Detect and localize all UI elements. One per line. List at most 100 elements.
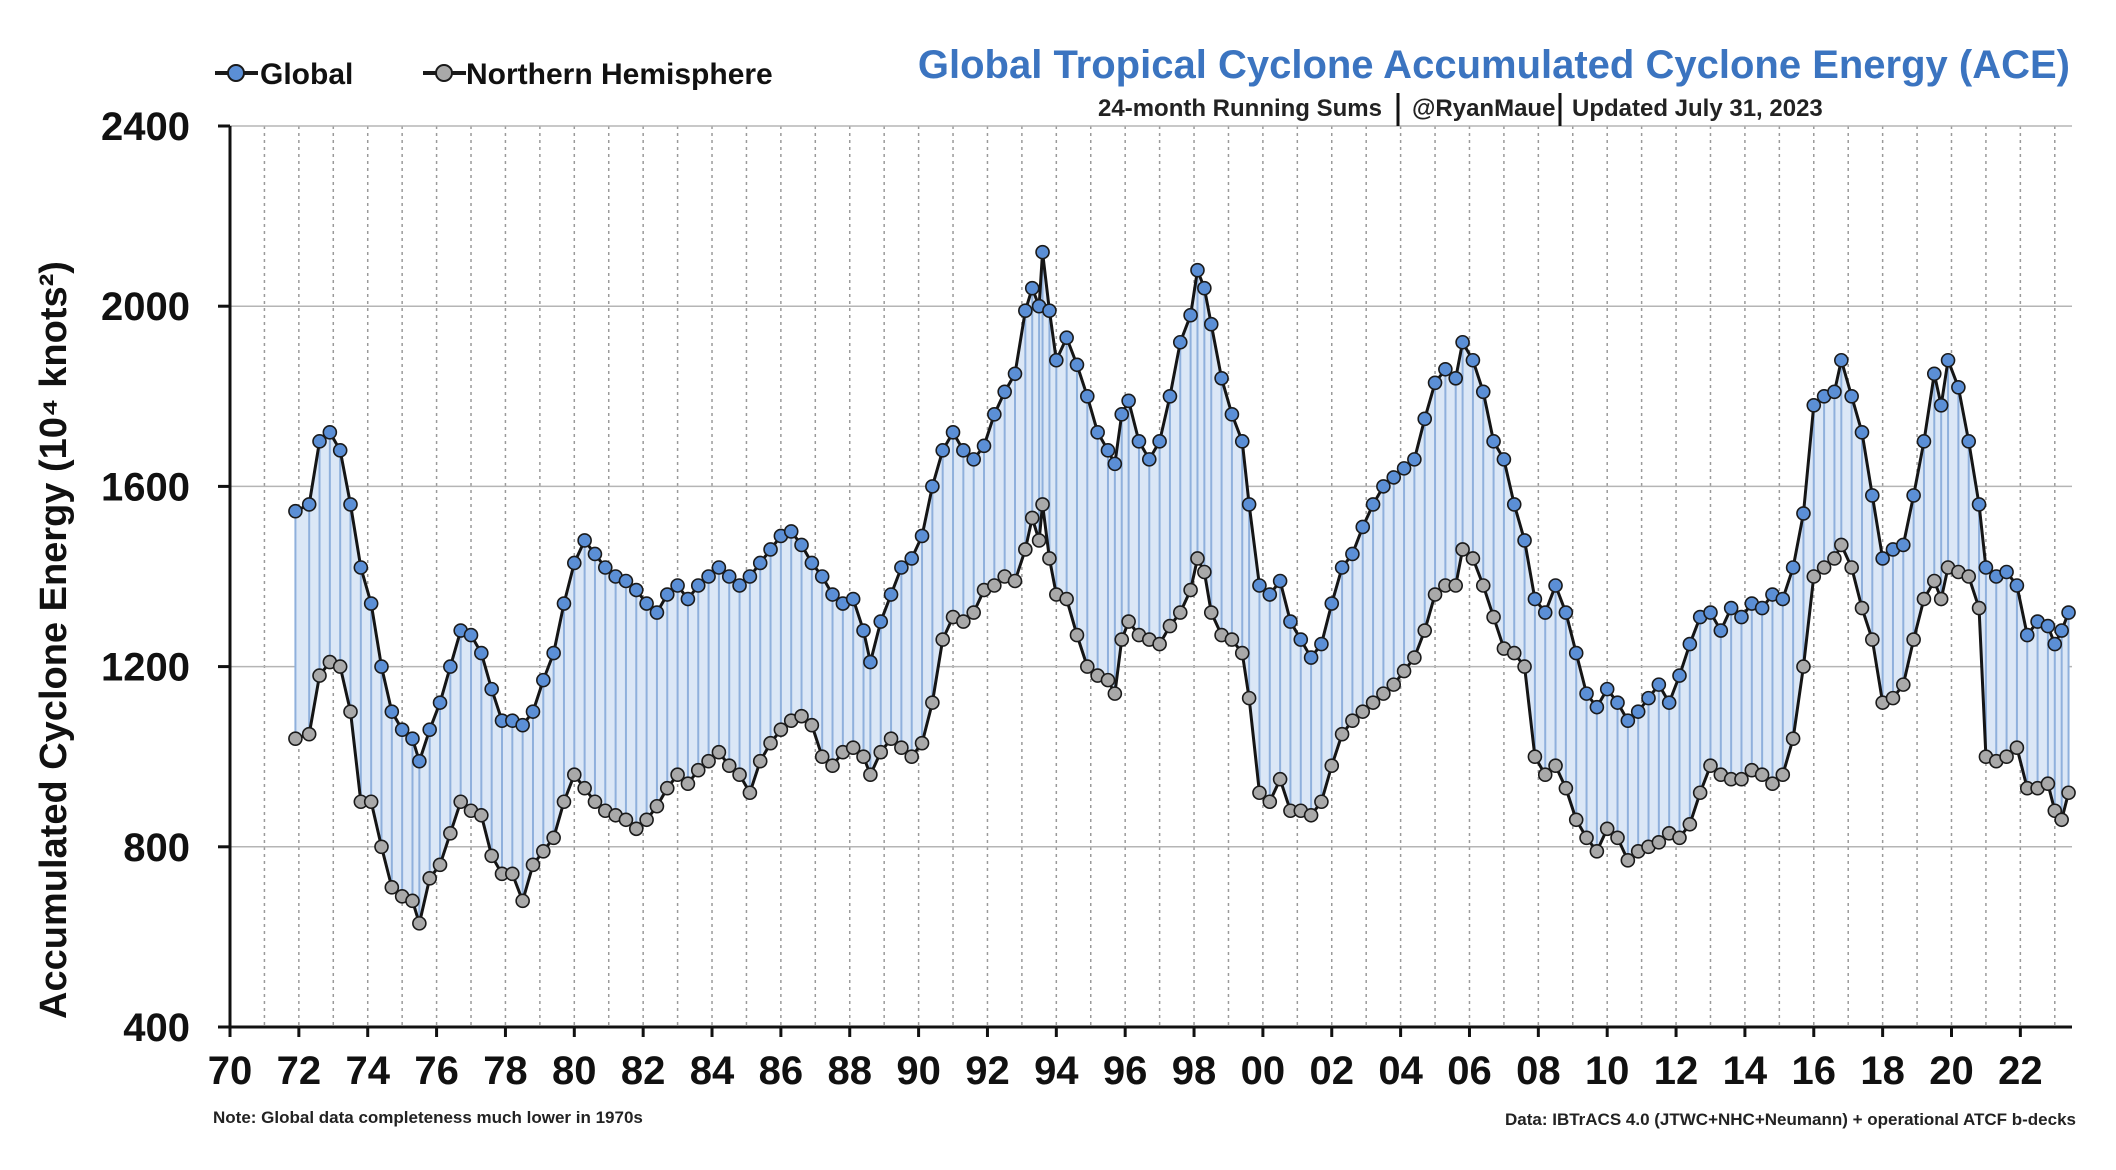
nh-series-point bbox=[701, 753, 716, 769]
global-series-point bbox=[825, 587, 840, 602]
nh-series-point bbox=[1203, 605, 1219, 620]
global-series-point bbox=[804, 555, 820, 571]
global-series-point bbox=[405, 731, 420, 746]
nh-series-point bbox=[639, 812, 654, 828]
nh-series-point bbox=[484, 848, 499, 864]
nh-series-point bbox=[1796, 659, 1811, 674]
global-series-point bbox=[474, 645, 489, 661]
global-series-point bbox=[1651, 677, 1667, 692]
subtitle-part-2: @RyanMaue bbox=[1412, 95, 1555, 122]
x-tick-label: 88 bbox=[827, 1049, 872, 1093]
nh-series-point bbox=[556, 794, 572, 810]
nh-series-point bbox=[566, 767, 582, 783]
global-series-point bbox=[1234, 434, 1250, 449]
nh-series-point bbox=[1059, 591, 1074, 607]
global-series-point bbox=[1599, 681, 1615, 697]
global-series-point bbox=[690, 578, 706, 593]
note-right: Data: IBTrACS 4.0 (JTWC+NHC+Neumann) + o… bbox=[1505, 1110, 2076, 1129]
global-series-point bbox=[680, 591, 696, 607]
global-series-point bbox=[742, 569, 758, 584]
global-series-point bbox=[1114, 407, 1130, 422]
global-series-point bbox=[1906, 488, 1921, 503]
nh-series-point bbox=[1854, 600, 1870, 616]
nh-series-point bbox=[1465, 551, 1481, 566]
nh-series-point bbox=[1599, 821, 1615, 837]
global-series-point bbox=[1844, 388, 1859, 404]
global-series-point bbox=[1141, 452, 1157, 467]
nh-series-point bbox=[814, 749, 830, 765]
x-tick-label: 84 bbox=[690, 1049, 735, 1093]
nh-series-point bbox=[1262, 794, 1278, 810]
global-series-point bbox=[1162, 388, 1178, 404]
nh-series-point bbox=[1816, 560, 1832, 575]
global-series-point bbox=[1448, 370, 1464, 386]
nh-series-point bbox=[1080, 659, 1095, 674]
global-series-point bbox=[332, 443, 348, 458]
global-series-point bbox=[721, 569, 737, 584]
global-series-point bbox=[1734, 609, 1749, 625]
global-series-point bbox=[1854, 425, 1870, 440]
global-series-point bbox=[343, 497, 358, 512]
nh-series-point bbox=[1396, 663, 1412, 679]
x-tick-label: 04 bbox=[1378, 1049, 1423, 1093]
global-series-point bbox=[1875, 551, 1890, 566]
x-tick-label: 00 bbox=[1241, 1049, 1286, 1093]
global-series-point bbox=[1334, 560, 1350, 575]
nh-series-point bbox=[1672, 830, 1687, 846]
nh-series-point bbox=[925, 695, 940, 710]
nh-series-point bbox=[1568, 812, 1584, 828]
nh-series-point bbox=[525, 857, 541, 873]
global-series-point bbox=[1024, 280, 1040, 296]
x-tick-label: 16 bbox=[1792, 1049, 1837, 1093]
global-series-point bbox=[1796, 506, 1811, 521]
nh-series-point bbox=[1427, 587, 1443, 602]
global-series-point bbox=[1517, 533, 1532, 548]
nh-series-point bbox=[1961, 569, 1977, 584]
global-series-point bbox=[1203, 316, 1219, 332]
global-series-point bbox=[566, 555, 582, 571]
global-series-point bbox=[639, 596, 654, 611]
nh-series-point bbox=[966, 605, 981, 620]
x-tick-label: 12 bbox=[1654, 1049, 1699, 1093]
global-series-point bbox=[628, 582, 644, 598]
global-series-point bbox=[2040, 618, 2056, 634]
nh-series-point bbox=[1234, 645, 1250, 661]
global-series-point bbox=[1262, 587, 1278, 602]
global-series-point bbox=[1438, 361, 1453, 377]
global-series-point bbox=[1548, 578, 1563, 593]
x-tick-label: 72 bbox=[277, 1049, 322, 1093]
global-series-point bbox=[1713, 623, 1729, 638]
nh-series-point bbox=[587, 794, 603, 810]
chart-title: Global Tropical Cyclone Accumulated Cycl… bbox=[918, 43, 2070, 87]
nh-series-point bbox=[1314, 794, 1329, 810]
x-tick-label: 92 bbox=[965, 1049, 1010, 1093]
nh-series-point bbox=[1197, 564, 1212, 580]
global-series-point bbox=[312, 434, 327, 449]
global-series-point bbox=[443, 659, 458, 674]
nh-series-point bbox=[863, 767, 878, 783]
nh-series-point bbox=[1114, 632, 1130, 647]
nh-series-point bbox=[505, 866, 520, 882]
global-series-point bbox=[1152, 434, 1167, 449]
global-series-point bbox=[1537, 605, 1553, 620]
series-fill-area bbox=[294, 252, 2070, 924]
nh-series-point bbox=[1651, 834, 1667, 850]
nh-series-point bbox=[1703, 758, 1718, 774]
nh-series-point bbox=[1031, 533, 1047, 548]
nh-series-point bbox=[649, 798, 665, 814]
y-tick-label: 1600 bbox=[101, 465, 190, 509]
x-tick-label: 70 bbox=[208, 1049, 253, 1093]
global-series-point bbox=[422, 722, 437, 737]
global-series-point bbox=[701, 569, 716, 584]
subtitle-part-3: Updated July 31, 2023 bbox=[1572, 95, 1823, 122]
x-tick-label: 90 bbox=[896, 1049, 941, 1093]
nh-series-point bbox=[804, 717, 820, 733]
nh-series-point bbox=[405, 893, 420, 909]
nh-series-point bbox=[1334, 726, 1350, 742]
global-series-point bbox=[2009, 578, 2025, 593]
global-series-point bbox=[711, 560, 727, 575]
global-series-point bbox=[1107, 456, 1123, 472]
nh-series-point bbox=[1007, 573, 1023, 589]
global-series-point bbox=[1865, 488, 1880, 503]
global-series-point bbox=[525, 704, 541, 719]
